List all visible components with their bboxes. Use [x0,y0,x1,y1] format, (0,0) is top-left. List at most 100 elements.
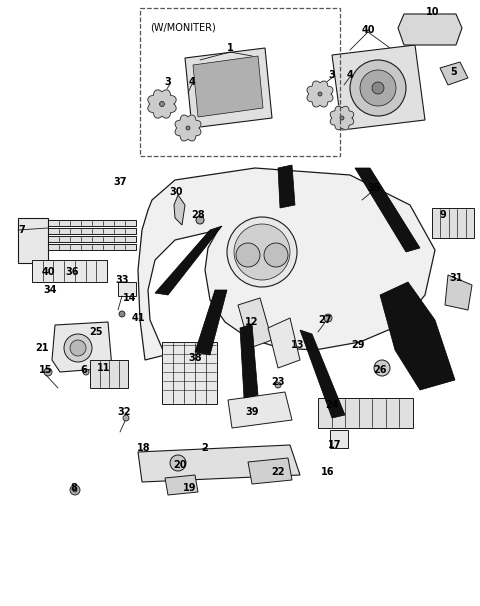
Text: 9: 9 [440,210,446,220]
Polygon shape [193,56,263,117]
Text: 3: 3 [329,70,336,80]
Circle shape [196,216,204,224]
Circle shape [73,488,77,492]
Text: 29: 29 [351,340,365,350]
Text: 34: 34 [43,285,57,295]
Text: 16: 16 [321,467,335,477]
Text: 33: 33 [115,275,129,285]
Text: 15: 15 [39,365,53,375]
Circle shape [318,92,322,96]
Polygon shape [278,165,295,208]
Text: 4: 4 [347,70,353,80]
Text: 24: 24 [325,400,339,410]
Text: 30: 30 [169,187,183,197]
Polygon shape [185,48,272,128]
Polygon shape [307,81,333,107]
Polygon shape [138,445,300,482]
Circle shape [70,340,86,356]
Circle shape [83,369,89,375]
Polygon shape [238,298,272,348]
Bar [48,244,136,250]
Bar [140,8,340,156]
Circle shape [227,217,297,287]
Bar [432,208,474,238]
Bar [162,342,217,404]
Text: 5: 5 [451,67,457,77]
Polygon shape [165,475,198,495]
Circle shape [119,311,125,317]
Polygon shape [228,392,292,428]
Polygon shape [195,290,227,355]
Text: 1: 1 [227,43,233,53]
Text: 35: 35 [367,183,381,193]
Polygon shape [300,330,345,418]
Circle shape [70,485,80,495]
Text: (W/MONITER): (W/MONITER) [150,22,216,32]
Text: 40: 40 [361,25,375,35]
Text: 7: 7 [19,225,25,235]
Circle shape [324,314,332,322]
Text: 27: 27 [318,315,332,325]
Bar [18,218,48,263]
Text: 23: 23 [271,377,285,387]
Text: 6: 6 [81,365,87,375]
Bar [318,398,413,428]
Text: 36: 36 [65,267,79,277]
Text: 21: 21 [35,343,49,353]
Circle shape [236,243,260,267]
Circle shape [170,455,186,471]
Text: 4: 4 [189,77,195,87]
Bar [90,360,128,388]
Bar [118,282,136,296]
Text: 17: 17 [328,440,342,450]
Text: 37: 37 [113,177,127,187]
Text: 8: 8 [71,483,77,493]
Circle shape [264,243,288,267]
Text: 20: 20 [173,460,187,470]
Circle shape [44,368,52,376]
Circle shape [350,60,406,116]
Circle shape [201,448,209,456]
Polygon shape [440,62,468,85]
Circle shape [64,334,92,362]
Circle shape [186,126,190,130]
Polygon shape [148,90,176,118]
Polygon shape [355,168,420,252]
Bar [48,228,136,234]
Bar [48,236,136,242]
Text: 26: 26 [373,365,387,375]
Text: 11: 11 [97,363,111,373]
Text: 32: 32 [117,407,131,417]
Bar [48,220,136,226]
Polygon shape [248,458,292,484]
Text: 10: 10 [426,7,440,17]
Circle shape [374,360,390,376]
Circle shape [340,116,344,120]
Text: 39: 39 [245,407,259,417]
Polygon shape [240,324,258,398]
Polygon shape [174,195,185,225]
Text: 3: 3 [165,77,171,87]
Circle shape [159,101,165,107]
Text: 25: 25 [89,327,103,337]
Text: 14: 14 [123,293,137,303]
Text: 28: 28 [191,210,205,220]
Text: 18: 18 [137,443,151,453]
Text: 31: 31 [449,273,463,283]
Bar [330,430,348,448]
Bar [32,260,107,282]
Polygon shape [380,282,455,390]
Text: 13: 13 [291,340,305,350]
Text: 19: 19 [183,483,197,493]
Polygon shape [138,168,435,360]
Text: 38: 38 [188,353,202,363]
Circle shape [234,224,290,280]
Text: 2: 2 [202,443,208,453]
Text: 22: 22 [271,467,285,477]
Circle shape [275,382,281,388]
Text: 40: 40 [41,267,55,277]
Circle shape [372,82,384,94]
Text: 41: 41 [131,313,145,323]
Polygon shape [155,226,222,295]
Polygon shape [332,45,425,130]
